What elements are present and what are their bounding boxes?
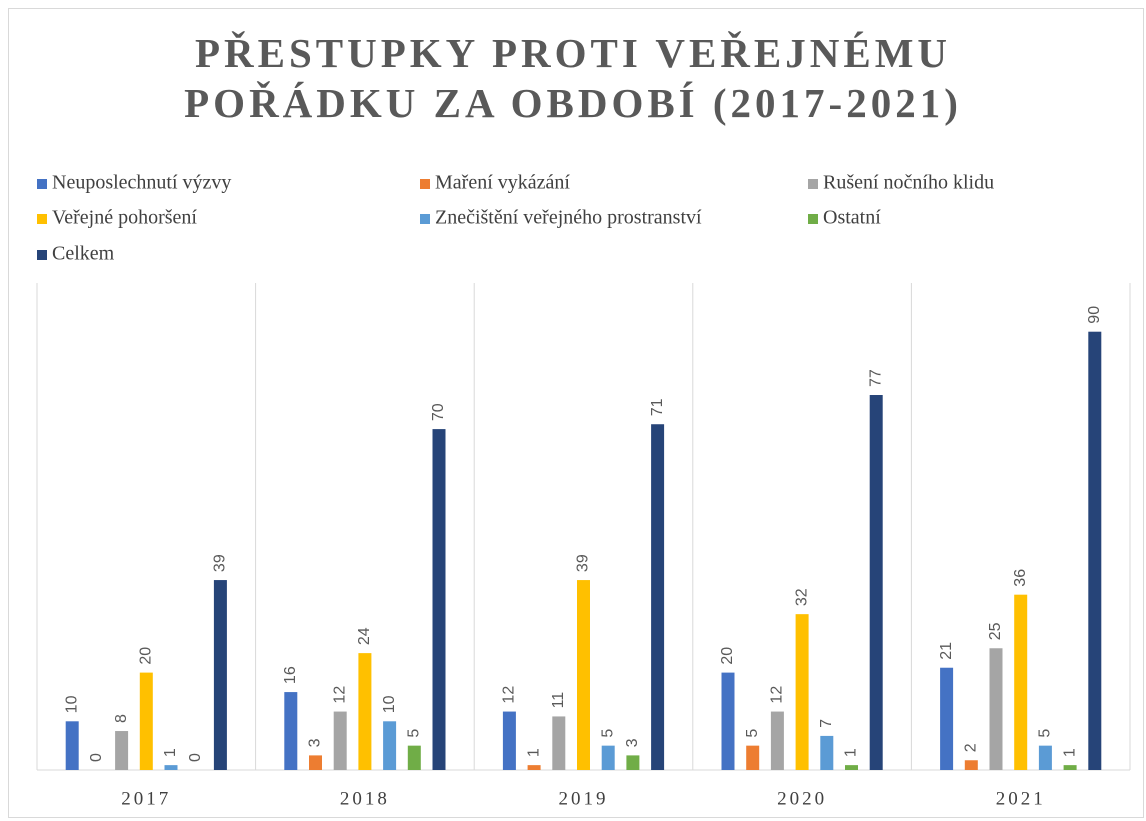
x-tick-label: 2021 <box>996 788 1046 809</box>
legend-swatch <box>420 214 430 224</box>
data-label: 32 <box>793 588 810 606</box>
data-label: 20 <box>138 647 155 665</box>
x-tick-label: 2020 <box>777 788 827 809</box>
legend-label: Rušení nočního klidu <box>823 172 994 194</box>
data-label: 2 <box>963 743 980 752</box>
legend-swatch <box>808 179 818 189</box>
bar <box>115 731 129 770</box>
legend-swatch <box>808 214 818 224</box>
data-label: 70 <box>430 403 447 421</box>
bar <box>358 653 372 770</box>
x-tick-label: 2019 <box>559 788 609 809</box>
data-label: 0 <box>187 753 204 762</box>
data-label: 12 <box>769 686 786 704</box>
legend-label: Znečištění veřejného prostranství <box>435 207 702 229</box>
data-label: 7 <box>818 719 835 728</box>
legend-swatch <box>420 179 430 189</box>
bar <box>795 614 809 770</box>
data-label: 21 <box>938 642 955 660</box>
bar <box>213 580 227 770</box>
data-label: 10 <box>63 695 80 713</box>
bar <box>502 711 516 770</box>
bar <box>383 721 397 770</box>
data-label: 0 <box>88 753 105 762</box>
legend-label: Celkem <box>52 243 115 265</box>
data-label: 90 <box>1086 306 1103 324</box>
data-label: 5 <box>1037 729 1054 738</box>
chart-frame <box>8 8 1144 818</box>
legend-label: Maření vykázání <box>435 172 570 194</box>
data-label: 77 <box>867 369 884 387</box>
bar <box>552 716 566 770</box>
data-label: 71 <box>649 398 666 416</box>
data-label: 39 <box>575 554 592 572</box>
data-label: 25 <box>987 622 1004 640</box>
bar <box>989 648 1003 770</box>
data-label: 12 <box>501 686 518 704</box>
data-label: 3 <box>307 738 324 747</box>
bar <box>1038 745 1052 770</box>
bar <box>1088 331 1102 770</box>
bar <box>651 424 665 770</box>
data-label: 8 <box>113 714 130 723</box>
legend-label: Neuposlechnutí výzvy <box>52 172 231 194</box>
bar <box>284 692 298 770</box>
legend-swatch <box>37 214 47 224</box>
bar <box>139 672 153 770</box>
bar <box>820 735 834 770</box>
x-tick-label: 2018 <box>340 788 390 809</box>
data-label: 3 <box>624 738 641 747</box>
data-label: 12 <box>331 686 348 704</box>
bar <box>432 429 446 770</box>
bar <box>601 745 615 770</box>
bar <box>845 765 858 770</box>
bar <box>65 721 79 770</box>
data-label: 1 <box>1061 748 1078 757</box>
data-label: 36 <box>1012 569 1029 587</box>
x-tick-label: 2017 <box>121 788 171 809</box>
data-label: 16 <box>282 666 299 684</box>
bar <box>940 667 954 770</box>
data-label: 11 <box>550 692 567 709</box>
bar <box>309 755 322 770</box>
legend-swatch <box>37 250 47 260</box>
data-label: 5 <box>744 729 761 738</box>
bar <box>527 765 541 770</box>
data-label: 1 <box>525 748 542 757</box>
data-label: 24 <box>356 627 373 645</box>
bar <box>721 672 735 770</box>
data-label: 5 <box>599 729 616 738</box>
bar <box>770 711 784 770</box>
data-label: 5 <box>406 729 423 738</box>
bar <box>1063 765 1077 770</box>
data-label: 1 <box>162 748 179 757</box>
bar <box>333 711 347 770</box>
data-label: 10 <box>381 695 398 713</box>
bar <box>746 745 760 770</box>
bar <box>626 755 640 770</box>
bar <box>1014 594 1028 770</box>
chart-title: PŘESTUPKY PROTI VEŘEJNÉMU POŘÁDKU ZA OBD… <box>184 30 962 126</box>
legend-label: Ostatní <box>823 207 881 229</box>
data-label: 39 <box>212 554 229 572</box>
legend-label: Veřejné pohoršení <box>52 207 197 229</box>
bar <box>964 760 978 770</box>
bar <box>164 765 178 770</box>
bar <box>869 395 883 770</box>
data-label: 1 <box>843 748 860 757</box>
data-label: 20 <box>719 647 736 665</box>
bar <box>577 580 590 770</box>
bar <box>407 745 421 770</box>
legend-swatch <box>37 179 47 189</box>
